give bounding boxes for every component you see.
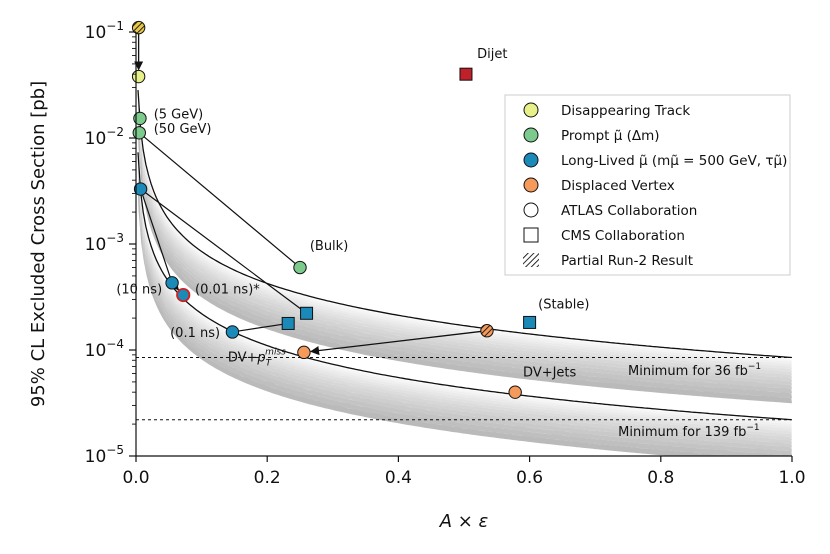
- x-ticks: 0.0 0.2 0.4 0.6 0.8 1.0: [122, 456, 806, 488]
- point-prompt-5: [133, 111, 147, 126]
- point-ll-10ns: [165, 276, 179, 290]
- point-ll-top: [133, 182, 148, 196]
- label-dv-met: DV+pTmiss: [228, 347, 286, 368]
- x-tick-label: 0.0: [122, 468, 149, 488]
- annotations: Dijet (5 GeV)(50 GeV) (Bulk) (Stable) (10 ns…: [116, 47, 761, 440]
- point-ll-001ns: [176, 287, 191, 303]
- label-5gev: (5 GeV): [154, 107, 204, 122]
- band-curve-1: [137, 152, 792, 421]
- label-10ns: (10 ns): [116, 283, 162, 298]
- point-ll-cms-b-square: [300, 306, 314, 320]
- point-dt-partial: [131, 20, 146, 35]
- x-axis-title: A × ε: [439, 511, 489, 532]
- band-shading-0: [138, 125, 792, 399]
- point-dt: [131, 69, 146, 84]
- x-tick-label: 0.6: [516, 468, 543, 488]
- y-tick-label: 10−1: [85, 19, 124, 43]
- band-curve-0: [137, 90, 792, 359]
- legend-label: Long-Lived μ̃ (mμ̃ = 500 GeV, τμ̃): [561, 153, 787, 169]
- label-band-minimum-0: Minimum for 36 fb−1: [628, 362, 761, 379]
- band-shading-0: [138, 130, 792, 404]
- legend-marker-circle: [523, 102, 539, 118]
- data-markers: [131, 20, 537, 399]
- y-tick-label: 10−4: [85, 337, 124, 361]
- legend-label: Displaced Vertex: [561, 178, 675, 194]
- legend-marker-hatch: [523, 253, 539, 267]
- label-bulk: (Bulk): [310, 239, 348, 254]
- minimum-limit-lines: [136, 356, 792, 421]
- connector-line: [140, 188, 307, 314]
- point-ll-stable-square: [523, 315, 537, 329]
- legend-label: ATLAS Collaboration: [561, 203, 697, 219]
- legend: Disappearing Track Prompt μ̃ (Δm) Long-Liv…: [504, 94, 791, 276]
- legend-label: Partial Run-2 Result: [561, 253, 693, 269]
- label-50gev: (50 GeV): [154, 122, 212, 137]
- connector-line: [140, 188, 173, 284]
- y-tick-label: 10−3: [85, 231, 124, 255]
- x-tick-label: 0.2: [254, 468, 281, 488]
- y-tick-label: 10−5: [85, 443, 124, 467]
- legend-label: Disappearing Track: [561, 103, 690, 119]
- x-tick-label: 1.0: [778, 468, 805, 488]
- point-ll-01ns: [225, 325, 240, 339]
- point-ll-cms-a-square: [281, 316, 295, 330]
- point-dijet-square: [459, 67, 473, 81]
- connector-line: [232, 322, 289, 333]
- legend-marker-circle: [523, 177, 539, 193]
- label-dijet: Dijet: [477, 47, 507, 62]
- legend-label: CMS Collaboration: [561, 228, 685, 244]
- point-prompt-bulk: [293, 260, 307, 275]
- arrow: [309, 330, 482, 356]
- legend-marker-square: [523, 227, 539, 243]
- point-dv-partial: [480, 324, 494, 338]
- legend-marker-circle: [523, 202, 539, 218]
- label-001ns: (0.01 ns)*: [195, 283, 260, 298]
- connector-lines: [138, 132, 307, 333]
- legend-frame: [504, 94, 791, 276]
- exclusion-bands: [137, 90, 792, 456]
- y-axis-title: 95% CL Excluded Cross Section [pb]: [28, 81, 49, 407]
- x-tick-label: 0.4: [385, 468, 412, 488]
- legend-marker-circle: [523, 152, 539, 168]
- label-band-minimum-1: Minimum for 139 fb−1: [618, 423, 759, 440]
- connector-line: [138, 132, 301, 268]
- point-dv-met: [297, 345, 311, 360]
- y-ticks: 10−5 10−4 10−3 10−2 10−1: [85, 19, 136, 467]
- legend-label: Prompt μ̃ (Δm): [561, 128, 660, 144]
- x-tick-label: 0.8: [647, 468, 674, 488]
- point-prompt-50: [132, 126, 146, 140]
- label-dvjets: DV+Jets: [523, 366, 576, 381]
- label-stable: (Stable): [538, 298, 589, 313]
- y-tick-label: 10−2: [85, 125, 124, 149]
- point-dv-jets: [508, 385, 522, 399]
- label-01ns: (0.1 ns): [170, 326, 220, 341]
- legend-marker-circle: [523, 127, 539, 143]
